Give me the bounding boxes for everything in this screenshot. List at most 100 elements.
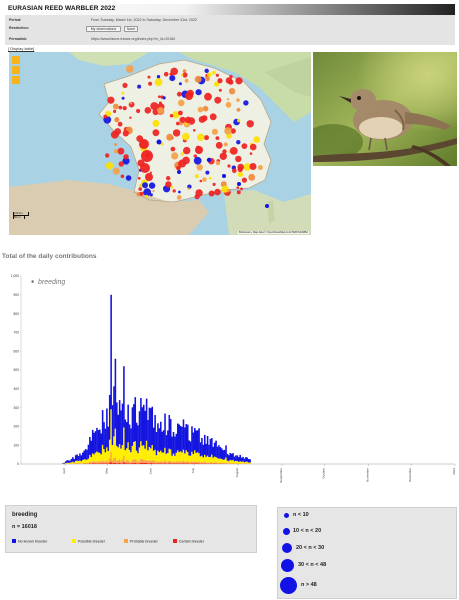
map-observation-dot[interactable] bbox=[218, 88, 222, 92]
map-observation-dot[interactable] bbox=[224, 127, 232, 135]
map-observation-dot[interactable] bbox=[176, 91, 182, 97]
map-observation-dot[interactable] bbox=[125, 65, 134, 73]
map-observation-dot[interactable] bbox=[177, 170, 181, 174]
map-observation-dot[interactable] bbox=[205, 76, 210, 82]
distribution-map[interactable]: 100 km 50 mi Biolovision, Map data © Ope… bbox=[9, 52, 311, 235]
map-observation-dot[interactable] bbox=[236, 190, 241, 195]
map-observation-dot[interactable] bbox=[217, 78, 223, 84]
map-observation-dot[interactable] bbox=[123, 154, 129, 160]
map-observation-dot[interactable] bbox=[197, 133, 205, 141]
map-observation-dot[interactable] bbox=[156, 75, 161, 79]
map-observation-dot[interactable] bbox=[178, 82, 182, 86]
map-observation-dot[interactable] bbox=[169, 114, 174, 118]
map-observation-dot[interactable] bbox=[215, 141, 223, 149]
map-observation-dot[interactable] bbox=[249, 143, 257, 151]
map-observation-dot[interactable] bbox=[140, 163, 150, 173]
map-observation-dot[interactable] bbox=[236, 98, 240, 102]
map-observation-dot[interactable] bbox=[122, 157, 130, 165]
map-observation-dot[interactable] bbox=[178, 99, 185, 107]
map-observation-dot[interactable] bbox=[118, 161, 125, 167]
map-observation-dot[interactable] bbox=[235, 155, 242, 163]
map-observation-dot[interactable] bbox=[171, 152, 179, 160]
map-observation-dot[interactable] bbox=[219, 152, 227, 160]
map-observation-dot[interactable] bbox=[249, 163, 257, 170]
map-observation-dot[interactable] bbox=[204, 68, 209, 73]
map-observation-dot[interactable] bbox=[237, 171, 244, 177]
map-observation-dot[interactable] bbox=[157, 107, 165, 115]
map-observation-dot[interactable] bbox=[147, 75, 151, 79]
map-observation-dot[interactable] bbox=[212, 70, 217, 75]
map-observation-dot[interactable] bbox=[114, 143, 117, 146]
map-observation-dot[interactable] bbox=[178, 110, 183, 116]
map-observation-dot[interactable] bbox=[144, 194, 149, 199]
map-observation-dot[interactable] bbox=[194, 174, 199, 179]
map-observation-dot[interactable] bbox=[182, 69, 187, 73]
map-observation-dot[interactable] bbox=[241, 177, 247, 183]
map-observation-dot[interactable] bbox=[215, 136, 220, 140]
map-observation-dot[interactable] bbox=[139, 191, 144, 196]
map-observation-dot[interactable] bbox=[202, 105, 209, 112]
map-observation-dot[interactable] bbox=[228, 79, 234, 85]
map-observation-dot[interactable] bbox=[194, 194, 200, 200]
map-observation-dot[interactable] bbox=[170, 185, 174, 189]
map-observation-dot[interactable] bbox=[105, 110, 112, 117]
map-observation-dot[interactable] bbox=[138, 187, 142, 191]
map-observation-dot[interactable] bbox=[166, 176, 171, 181]
map-observation-dot[interactable] bbox=[236, 140, 241, 145]
map-observation-dot[interactable] bbox=[265, 204, 269, 208]
map-observation-dot[interactable] bbox=[214, 188, 221, 196]
map-observation-dot[interactable] bbox=[249, 152, 253, 155]
map-observation-dot[interactable] bbox=[195, 89, 202, 96]
map-observation-dot[interactable] bbox=[143, 188, 152, 197]
map-observation-dot[interactable] bbox=[226, 189, 230, 193]
map-observation-dot[interactable] bbox=[241, 143, 248, 149]
map-observation-dot[interactable] bbox=[204, 135, 209, 141]
map-observation-dot[interactable] bbox=[237, 166, 243, 173]
map-observation-dot[interactable] bbox=[158, 101, 162, 105]
map-observation-dot[interactable] bbox=[232, 168, 237, 174]
map-observation-dot[interactable] bbox=[105, 153, 110, 158]
map-observation-dot[interactable] bbox=[154, 78, 163, 87]
map-observation-dot[interactable] bbox=[137, 176, 141, 180]
map-observation-dot[interactable] bbox=[187, 187, 191, 190]
map-observation-dot[interactable] bbox=[125, 175, 132, 181]
map-observation-dot[interactable] bbox=[183, 146, 191, 155]
map-observation-dot[interactable] bbox=[160, 142, 164, 146]
map-observation-dot[interactable] bbox=[236, 107, 241, 112]
map-observation-dot[interactable] bbox=[235, 77, 243, 85]
map-observation-dot[interactable] bbox=[228, 88, 236, 95]
map-observation-dot[interactable] bbox=[182, 132, 190, 141]
map-observation-dot[interactable] bbox=[129, 116, 132, 119]
pin-icon[interactable] bbox=[12, 76, 20, 84]
map-observation-dot[interactable] bbox=[120, 174, 125, 179]
map-observation-dot[interactable] bbox=[179, 116, 186, 124]
map-observation-dot[interactable] bbox=[227, 164, 231, 168]
map-observation-dot[interactable] bbox=[176, 121, 180, 126]
map-observation-dot[interactable] bbox=[117, 147, 125, 155]
map-observation-dot[interactable] bbox=[112, 103, 119, 110]
map-observation-dot[interactable] bbox=[196, 164, 203, 171]
map-observation-dot[interactable] bbox=[148, 182, 156, 189]
map-observation-dot[interactable] bbox=[226, 98, 230, 101]
map-observation-dot[interactable] bbox=[204, 92, 212, 101]
map-observation-dot[interactable] bbox=[122, 82, 128, 88]
map-observation-dot[interactable] bbox=[152, 190, 155, 193]
map-observation-dot[interactable] bbox=[117, 121, 123, 127]
map-observation-dot[interactable] bbox=[195, 146, 203, 154]
map-observation-dot[interactable] bbox=[170, 146, 176, 152]
map-observation-dot[interactable] bbox=[112, 167, 120, 175]
map-observation-dot[interactable] bbox=[202, 177, 207, 182]
map-observation-dot[interactable] bbox=[165, 181, 172, 188]
map-observation-dot[interactable] bbox=[169, 75, 176, 82]
map-observation-dot[interactable] bbox=[122, 106, 127, 111]
map-observation-dot[interactable] bbox=[136, 108, 141, 114]
map-observation-dot[interactable] bbox=[253, 136, 260, 143]
map-observation-dot[interactable] bbox=[150, 102, 159, 111]
list-icon[interactable] bbox=[12, 56, 20, 64]
map-observation-dot[interactable] bbox=[248, 173, 256, 181]
map-observation-dot[interactable] bbox=[180, 73, 184, 77]
map-observation-dot[interactable] bbox=[144, 107, 152, 114]
map-observation-dot[interactable] bbox=[212, 182, 216, 186]
map-observation-dot[interactable] bbox=[214, 81, 220, 87]
map-observation-dot[interactable] bbox=[176, 195, 182, 200]
